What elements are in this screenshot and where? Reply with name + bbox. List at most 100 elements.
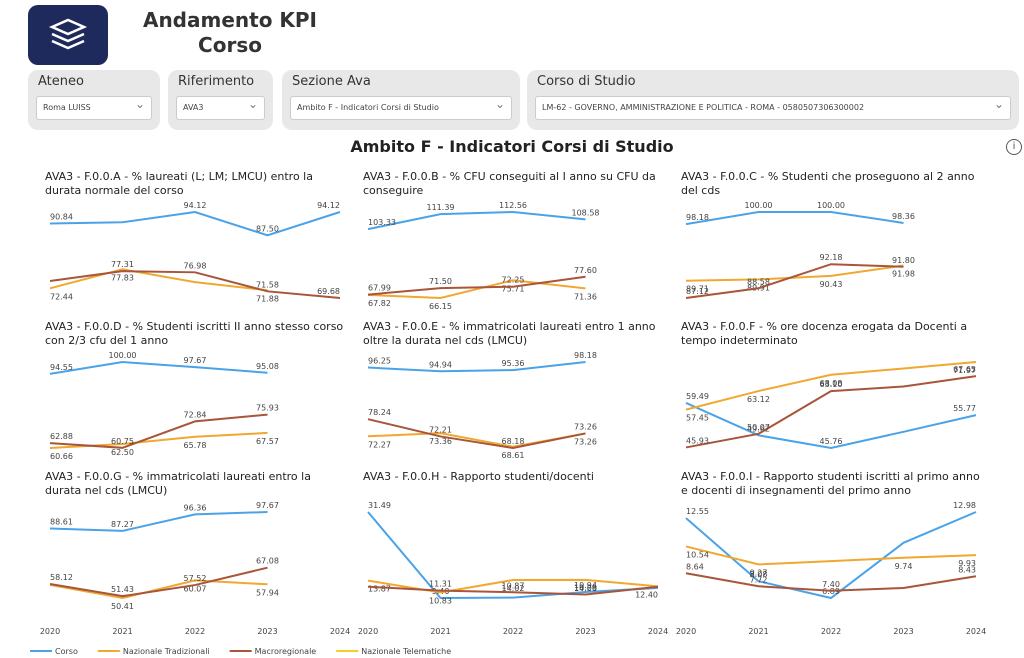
data-label: 57.52 [184, 574, 207, 583]
x-tick-label: 2022 [503, 627, 523, 636]
data-label: 45.76 [820, 437, 843, 446]
x-tick-label: 2022 [185, 627, 205, 636]
filter-label: Riferimento [178, 74, 255, 89]
data-label: 72.21 [429, 425, 452, 434]
data-label: 68.61 [502, 451, 525, 460]
data-label: 50.41 [111, 602, 134, 611]
data-label: 77.60 [574, 266, 597, 275]
data-label: 87.12 [686, 287, 709, 296]
data-label: 14.06 [574, 584, 597, 593]
data-label: 66.15 [429, 302, 452, 311]
data-label: 71.97 [953, 366, 976, 375]
x-tick-label: 2021 [430, 627, 450, 636]
data-label: 87.50 [256, 224, 279, 233]
data-label: 59.49 [686, 392, 709, 401]
data-label: 58.12 [50, 573, 73, 582]
data-label: 72.27 [368, 440, 391, 449]
data-label: 112.56 [499, 201, 527, 210]
data-label: 9.27 [750, 568, 768, 577]
header: Andamento KPI Corso [120, 8, 340, 58]
info-icon[interactable]: i [1006, 139, 1022, 155]
data-label: 50.07 [747, 423, 770, 432]
data-label: 77.83 [111, 273, 134, 282]
series-line [685, 375, 977, 449]
data-label: 72.84 [184, 410, 207, 419]
filter[interactable]: Sezione Ava Ambito F - Indicatori Corsi d… [282, 70, 520, 130]
data-label: 51.43 [111, 585, 134, 594]
series-line [49, 270, 341, 299]
data-label: 94.12 [184, 201, 207, 210]
data-label: 100.00 [109, 351, 137, 360]
data-label: 8.43 [958, 565, 976, 574]
data-label: 98.36 [892, 212, 915, 221]
data-label: 45.93 [686, 436, 709, 445]
x-tick-label: 2023 [893, 627, 913, 636]
data-label: 111.39 [427, 203, 455, 212]
data-label: 57.94 [256, 588, 279, 597]
x-tick-label: 2023 [257, 627, 277, 636]
data-label: 75.93 [256, 404, 279, 413]
data-label: 10.54 [686, 550, 709, 559]
x-tick-label: 2020 [676, 627, 696, 636]
x-tick-label: 2021 [748, 627, 768, 636]
data-label: 10.83 [429, 596, 452, 605]
data-label: 8.64 [686, 562, 704, 571]
filter-label: Ateneo [38, 74, 84, 89]
series-line [49, 566, 268, 598]
data-label: 100.00 [745, 201, 773, 210]
data-label: 100.00 [817, 201, 845, 210]
data-label: 10.94 [574, 581, 597, 590]
data-label: 94.55 [50, 363, 73, 372]
data-label: 96.36 [184, 503, 207, 512]
data-label: 8.08 [750, 570, 768, 579]
data-label: 60.07 [184, 584, 207, 593]
data-label: 76.98 [184, 261, 207, 270]
x-tick-label: 2023 [575, 627, 595, 636]
dropdown[interactable]: LM-62 - GOVERNO, AMMINISTRAZIONE E POLIT… [535, 96, 1011, 120]
data-label: 73.26 [574, 437, 597, 446]
legend-label: Macroregionale [255, 647, 317, 656]
data-label: 98.18 [686, 213, 709, 222]
legend-label: Corso [55, 647, 78, 656]
data-label: 12.98 [953, 501, 976, 510]
logo [28, 5, 108, 65]
data-label: 63.12 [747, 395, 770, 404]
data-label: 55.77 [953, 404, 976, 413]
data-label: 14.02 [502, 584, 525, 593]
data-label: 57.45 [686, 414, 709, 423]
series-line [367, 275, 586, 296]
filter[interactable]: Corso di Studio LM-62 - GOVERNO, AMMINIST… [527, 70, 1019, 130]
dropdown[interactable]: Ambito F - Indicatori Corsi di Studio [290, 96, 512, 120]
data-label: 67.65 [953, 365, 976, 374]
series-line [367, 418, 586, 450]
logo-icon [48, 18, 88, 50]
data-label: 92.18 [820, 253, 843, 262]
series-line [367, 210, 586, 231]
data-label: 89.71 [686, 285, 709, 294]
data-label: 91.80 [892, 256, 915, 265]
data-label: 68.08 [820, 379, 843, 388]
dropdown[interactable]: AVA3 [176, 96, 265, 120]
chart-title: AVA3 - F.0.0.I - Rapporto studenti iscri… [681, 470, 980, 497]
data-label: 73.26 [574, 422, 597, 431]
filter[interactable]: Ateneo Roma LUISS [28, 70, 160, 130]
series-line [367, 361, 586, 373]
data-label: 73.36 [429, 437, 452, 446]
chart-title: AVA3 - F.0.0.D - % Studenti iscritti II … [45, 320, 344, 347]
dropdown[interactable]: Roma LUISS [36, 96, 152, 120]
series-line [49, 360, 268, 375]
x-tick-label: 2022 [821, 627, 841, 636]
series-line [685, 572, 977, 592]
data-label: 13.87 [368, 585, 391, 594]
series-line [685, 511, 977, 600]
data-label: 90.43 [820, 280, 843, 289]
data-label: 71.50 [429, 277, 452, 286]
filter[interactable]: Riferimento AVA3 [168, 70, 273, 130]
data-label: 7.40 [822, 580, 840, 589]
series-line [49, 579, 268, 600]
data-label: 96.25 [368, 357, 391, 366]
series-line [49, 413, 268, 449]
data-label: 98.18 [574, 351, 597, 360]
data-label: 31.49 [368, 501, 391, 510]
data-label: 63.10 [820, 380, 843, 389]
